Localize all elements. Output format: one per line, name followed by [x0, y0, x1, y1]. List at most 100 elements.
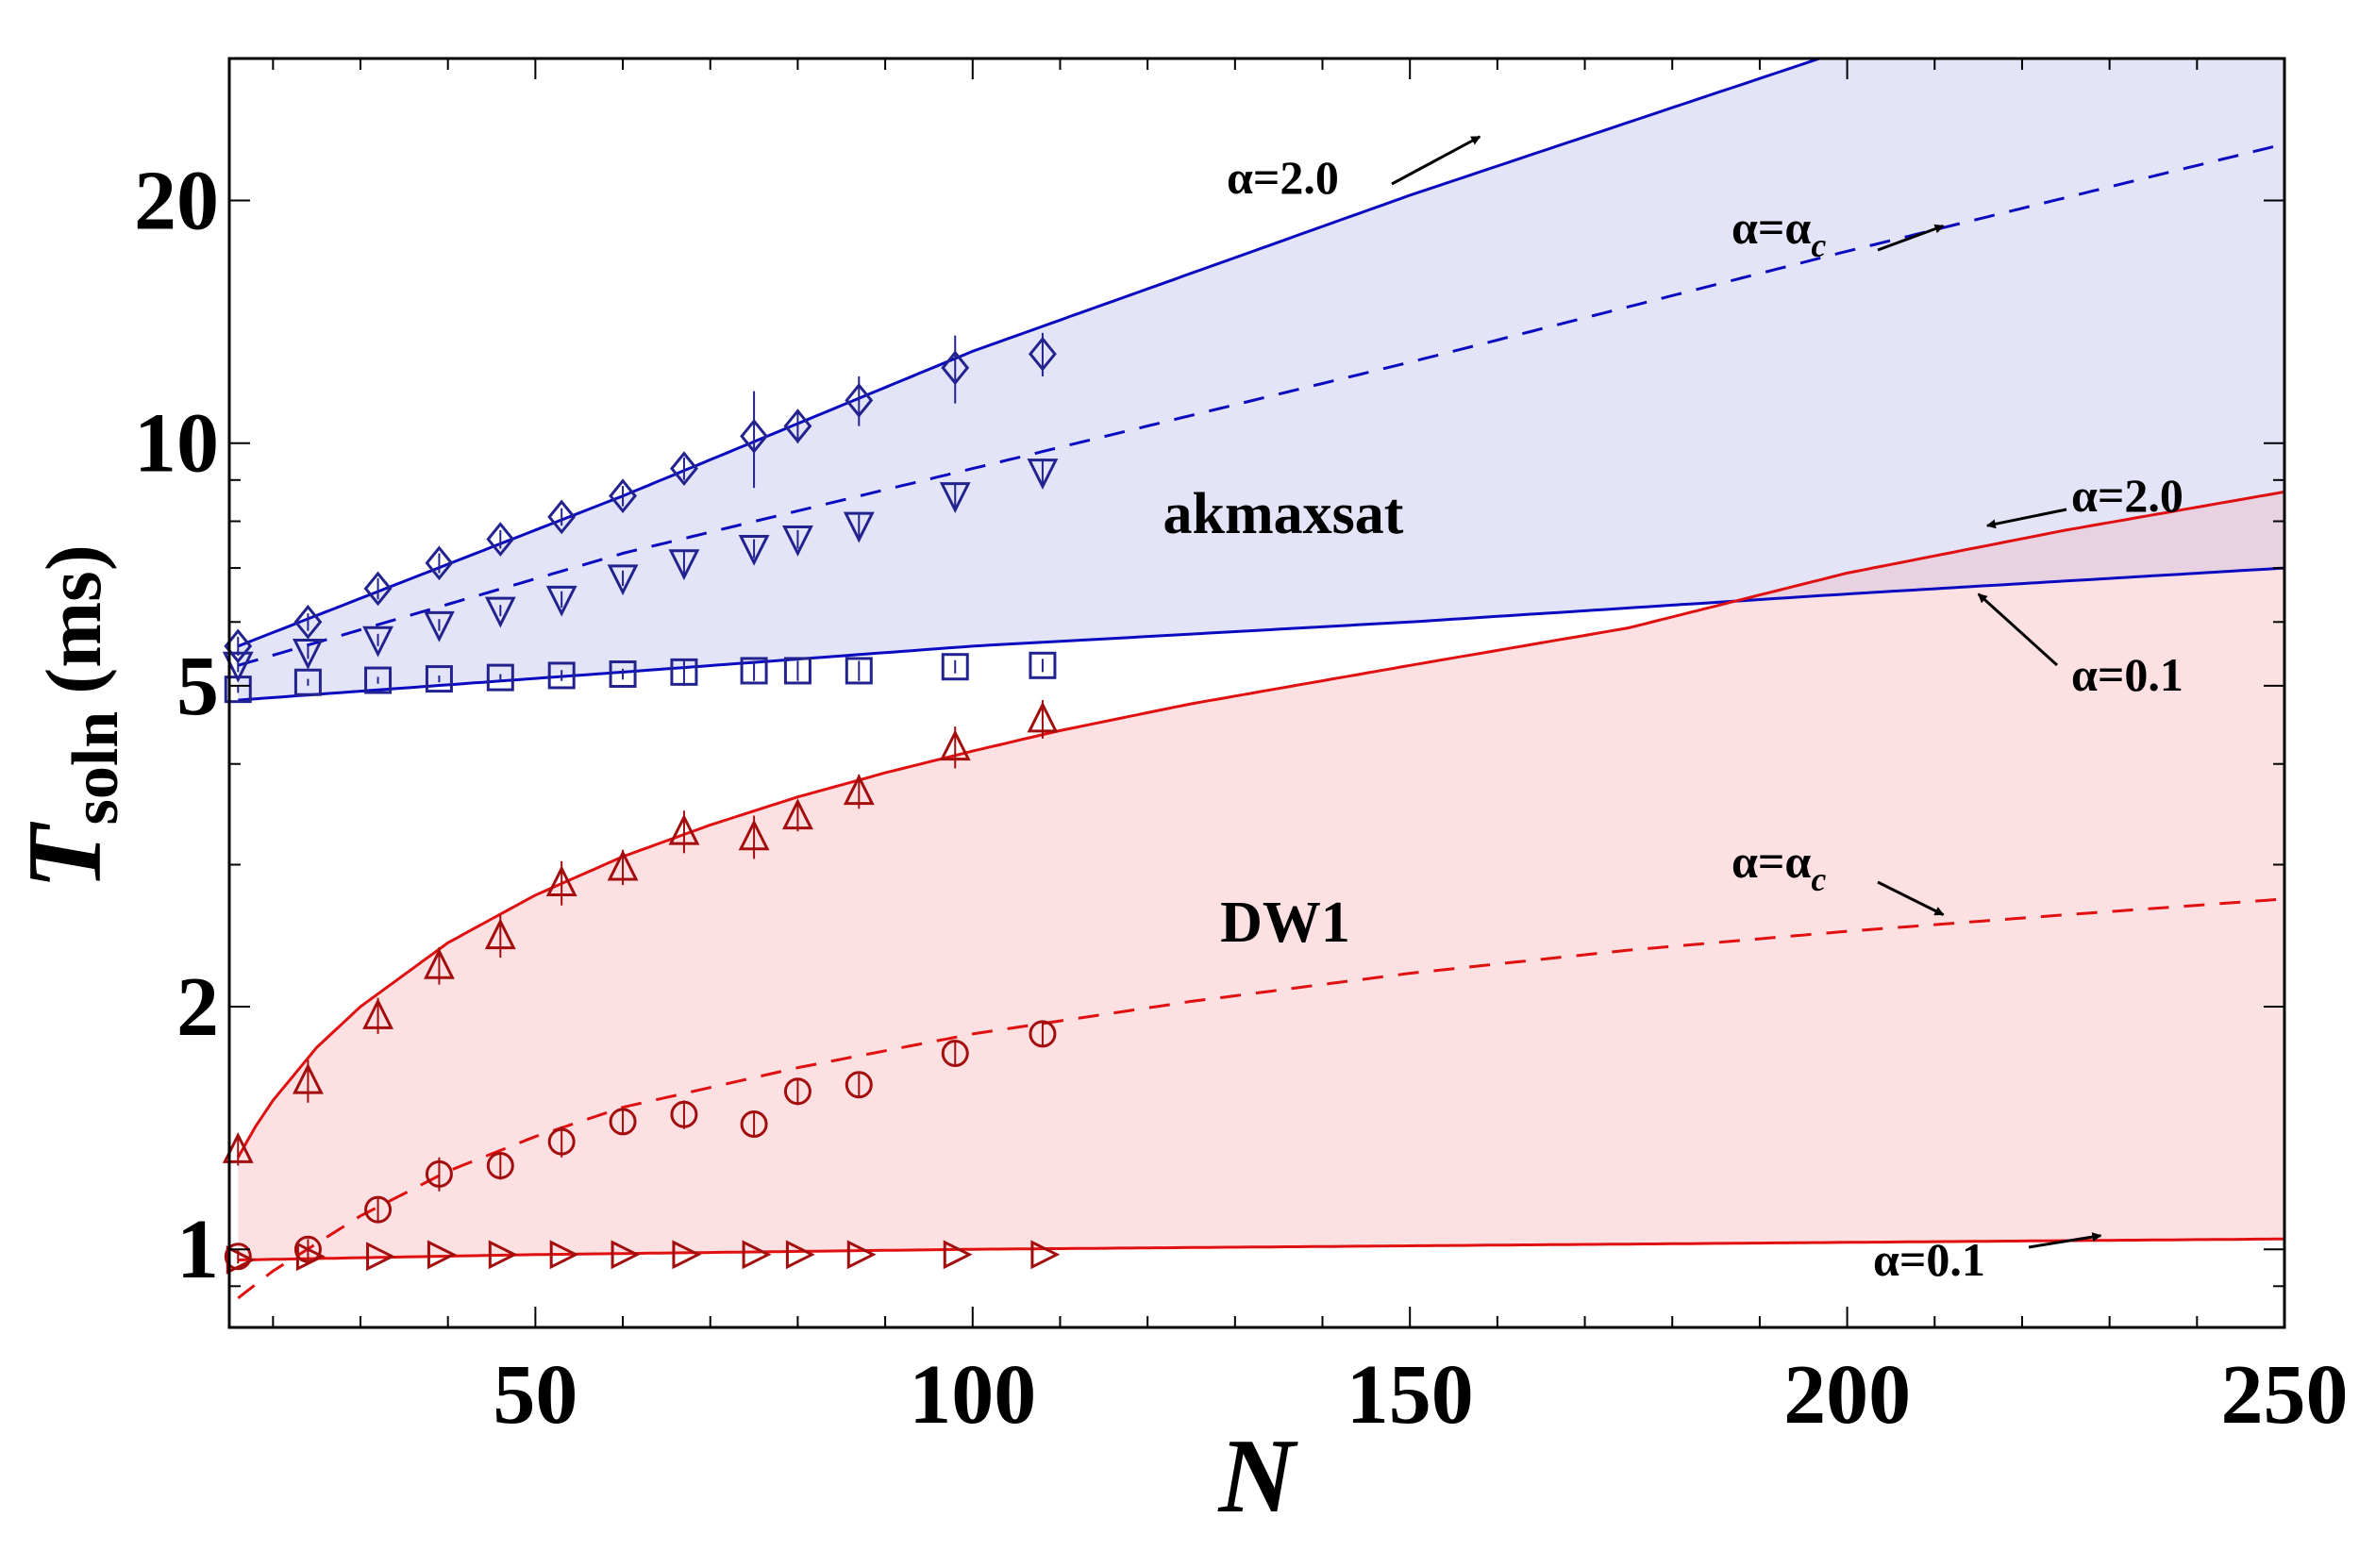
annotation-dw-ac: α=αc — [1732, 835, 1826, 898]
fit-line-2 — [238, 566, 2284, 702]
point-2-8 — [740, 657, 768, 685]
fit-line-3 — [236, 490, 2284, 1159]
point-5-7 — [672, 1240, 702, 1270]
point-5-12 — [1030, 1240, 1061, 1270]
point-3-11 — [939, 729, 971, 761]
point-0-4 — [486, 522, 515, 557]
point-1-6 — [607, 564, 639, 596]
point-3-0 — [222, 1132, 254, 1163]
point-3-1 — [292, 1062, 324, 1094]
point-1-9 — [781, 525, 813, 557]
point-2-0 — [224, 676, 252, 704]
point-4-5 — [547, 1127, 576, 1156]
svg-text:Tsoln(ms): Tsoln (ms) — [7, 544, 132, 890]
point-2-6 — [609, 660, 637, 689]
point-3-4 — [484, 918, 516, 950]
point-0-8 — [740, 418, 769, 454]
y-tick-label: 2 — [176, 960, 219, 1054]
point-0-3 — [425, 545, 454, 581]
tick-labels: 50 100 150 200 250 1 2 5 10 20 — [134, 154, 2349, 1442]
point-2-4 — [486, 663, 514, 692]
arrow-dw-a01b — [2028, 1232, 2102, 1249]
annotation-ak-a20: α=2.0 — [1227, 151, 1339, 204]
point-5-2 — [366, 1242, 395, 1272]
point-0-9 — [783, 409, 812, 443]
y-tick-label: 1 — [176, 1203, 219, 1296]
point-1-0 — [222, 651, 254, 683]
point-5-11 — [943, 1240, 973, 1270]
data-points — [222, 332, 1061, 1275]
point-5-8 — [742, 1240, 772, 1270]
y-axis-label-main: T — [7, 821, 124, 890]
point-4-3 — [425, 1159, 453, 1188]
point-0-5 — [547, 499, 577, 535]
point-2-7 — [670, 658, 698, 686]
y-tick-label: 5 — [176, 640, 219, 733]
point-2-9 — [783, 657, 811, 685]
point-3-7 — [668, 813, 700, 845]
arrow-ak-a20 — [1391, 135, 1481, 186]
point-0-11 — [941, 350, 970, 386]
plot-frame — [227, 57, 2286, 1329]
point-2-1 — [293, 668, 322, 696]
label-dw1: DW1 — [1220, 891, 1350, 955]
point-2-3 — [425, 665, 453, 693]
label-akmaxsat: akmaxsat — [1163, 482, 1404, 546]
fit-line-5 — [238, 1237, 2284, 1261]
point-1-5 — [545, 585, 577, 617]
point-2-5 — [547, 661, 576, 690]
point-5-6 — [611, 1240, 641, 1270]
arrow-dw-a01 — [1977, 592, 2059, 667]
point-5-3 — [427, 1240, 457, 1270]
annotation-ak-ac: α=αc — [1732, 201, 1826, 264]
point-1-7 — [668, 549, 700, 581]
point-1-4 — [484, 596, 516, 628]
shaded-bands — [238, 58, 2284, 1260]
point-2-2 — [364, 666, 393, 694]
band-dw1 — [238, 492, 2284, 1260]
point-5-9 — [785, 1240, 815, 1270]
point-1-8 — [738, 534, 770, 566]
point-4-7 — [670, 1100, 698, 1128]
point-3-3 — [424, 947, 455, 979]
point-3-9 — [781, 798, 813, 830]
point-5-10 — [846, 1240, 877, 1270]
point-4-9 — [783, 1077, 811, 1106]
point-1-12 — [1027, 459, 1059, 490]
point-2-11 — [941, 653, 969, 681]
x-tick-label: 50 — [493, 1348, 577, 1442]
x-tick-label: 150 — [1347, 1348, 1474, 1442]
y-tick-label: 10 — [134, 397, 219, 491]
y-axis-label-unit: (ms) — [30, 544, 118, 694]
band-akmaxsat — [238, 58, 2284, 701]
point-1-11 — [939, 482, 971, 514]
annotation-dw-a20: α=2.0 — [2071, 469, 2183, 522]
point-5-1 — [295, 1242, 326, 1272]
point-0-10 — [845, 382, 874, 418]
point-3-8 — [738, 819, 770, 851]
axis-ticks — [229, 58, 2285, 1328]
arrow-dw-ac — [1877, 880, 1945, 916]
x-tick-label: 100 — [909, 1348, 1036, 1442]
annotation-dw-a01b: α=0.1 — [1873, 1233, 1985, 1286]
x-axis-label: N — [1217, 1418, 1299, 1535]
point-4-4 — [486, 1151, 514, 1179]
y-axis-label: Tsoln (ms) — [7, 544, 132, 890]
fit-line-0 — [237, 58, 1825, 648]
point-4-6 — [609, 1108, 637, 1136]
point-4-0 — [224, 1243, 252, 1271]
point-1-10 — [843, 511, 875, 543]
x-tick-label: 250 — [2221, 1348, 2349, 1442]
point-3-12 — [1027, 701, 1059, 733]
point-4-1 — [293, 1235, 322, 1263]
point-0-7 — [670, 451, 698, 487]
point-4-2 — [364, 1195, 393, 1224]
point-4-10 — [845, 1071, 873, 1099]
point-5-4 — [488, 1240, 518, 1270]
fit-line-4 — [237, 897, 2284, 1300]
point-0-1 — [293, 604, 323, 640]
point-1-1 — [292, 639, 324, 670]
x-tick-label: 200 — [1783, 1348, 1911, 1442]
point-1-2 — [362, 626, 393, 658]
